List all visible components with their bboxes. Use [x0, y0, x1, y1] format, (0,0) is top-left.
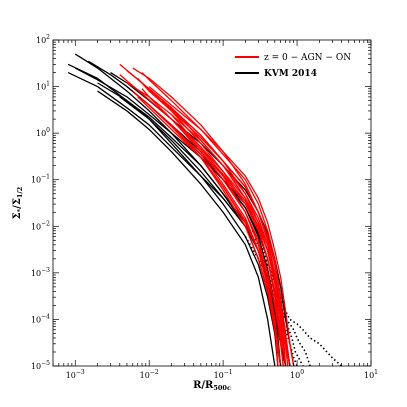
- y-tick-label: 10−2: [31, 220, 50, 231]
- x-tick-label: 10−1: [214, 369, 233, 380]
- y-tick-label: 10−1: [31, 174, 50, 185]
- legend-label-kvm-2014: KVM 2014: [264, 69, 317, 79]
- agn-on-series-line: [200, 151, 291, 366]
- legend-label-agn-on: z = 0 − AGN − ON: [264, 53, 351, 63]
- agn-on-series-line: [141, 88, 282, 366]
- y-tick-label: 100: [36, 127, 50, 138]
- y-tick-label: 10−5: [31, 360, 50, 371]
- x-tick-label: 101: [364, 369, 378, 380]
- agn-on-series-line: [148, 86, 295, 366]
- agn-on-series-line: [170, 124, 282, 366]
- kvm-2014-series-line: [74, 53, 279, 366]
- agn-on-series-line: [170, 114, 291, 366]
- agn-on-series-line: [141, 72, 287, 366]
- y-tick-label: 102: [36, 34, 50, 45]
- kvm-2014-series-line: [97, 90, 276, 366]
- x-tick-label: 100: [290, 369, 304, 380]
- x-tick-label: 10−2: [140, 369, 159, 380]
- kvm-2014-series-line: [251, 230, 304, 366]
- legend: z = 0 − AGN − ON KVM 2014: [235, 53, 351, 79]
- ticks-layer: 10−3 10−2 10−1 100 101 10−5 10−4 10−3 10−2 10−1 10…: [31, 34, 378, 380]
- y-axis-label: Σ*/Σ1/2: [12, 187, 24, 220]
- agn-on-series-line: [119, 63, 287, 366]
- y-tick-label: 10−4: [31, 313, 50, 324]
- y-tick-label: 10−3: [31, 267, 50, 278]
- x-axis-label: R/R500c: [193, 380, 231, 392]
- x-tick-label: 10−3: [66, 369, 85, 380]
- y-tick-label: 101: [36, 81, 50, 92]
- series-layer: [67, 53, 343, 366]
